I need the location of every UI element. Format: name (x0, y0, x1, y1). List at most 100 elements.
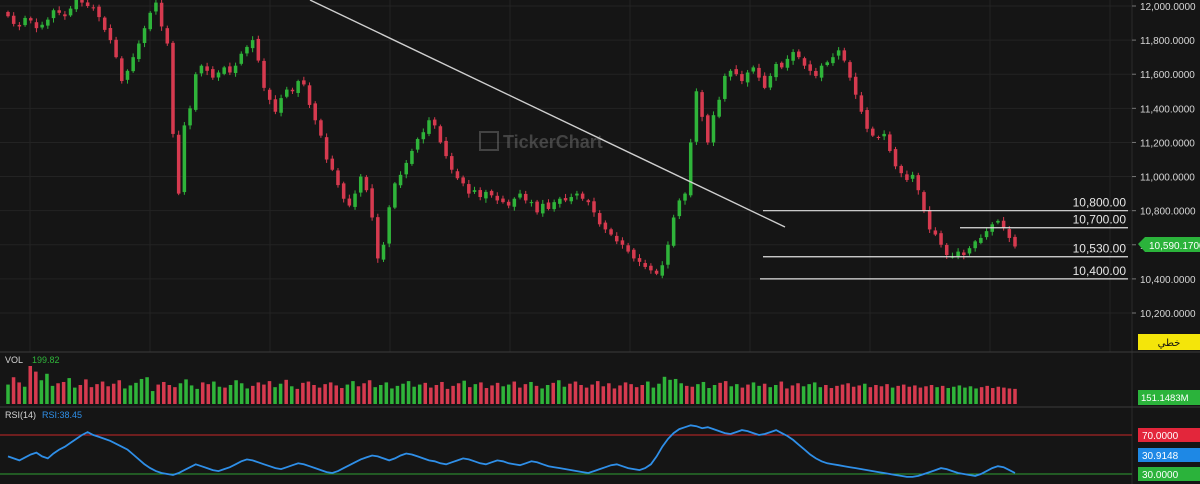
candle-body (6, 11, 10, 17)
volume-bar (863, 383, 867, 404)
candle-body (11, 15, 16, 24)
candle-body (762, 75, 767, 88)
candle-body (142, 28, 147, 44)
rsi-upper-badge: 70.0000 (1138, 428, 1200, 442)
volume-bar (100, 381, 105, 404)
candle-body (432, 119, 437, 126)
candle-body (285, 89, 289, 97)
volume-bar (45, 373, 49, 404)
rsi-line (7, 424, 1016, 478)
watermark: TickerChart (479, 131, 603, 152)
candle-body (836, 50, 841, 56)
y-tick-label: 12,000.0000 (1140, 2, 1196, 13)
candle-body (302, 80, 306, 85)
candle-body (831, 57, 835, 64)
volume-value: 199.82 (32, 355, 60, 365)
volume-badge-value: 151.1483M (1141, 393, 1189, 404)
volume-label: VOL (5, 355, 23, 365)
candle-body (80, 0, 84, 3)
candle-body (637, 258, 642, 262)
candle-body (484, 191, 488, 199)
candle-body (871, 128, 875, 136)
volume-bar (974, 388, 978, 404)
volume-bar (929, 385, 934, 404)
volume-bar (6, 384, 10, 404)
rsi-lower-badge-bg (1138, 467, 1200, 481)
chart-type-badge[interactable]: خطي (1138, 334, 1200, 350)
volume-bar (440, 381, 444, 404)
candle-body (449, 156, 454, 170)
volume-bar (818, 387, 823, 404)
volume-bar (417, 384, 422, 404)
rsi-current-badge-value: 30.9148 (1142, 451, 1179, 462)
volume-bar (384, 382, 389, 404)
candle-body (706, 115, 710, 143)
volume-bar (952, 386, 956, 404)
candle-body (728, 70, 733, 77)
volume-bar (963, 387, 967, 404)
candle-body (899, 165, 903, 174)
candles (6, 0, 1017, 279)
watermark-text: TickerChart (503, 132, 603, 152)
candle-body (171, 42, 175, 134)
candle-body (205, 66, 209, 71)
volume-bar (134, 382, 138, 404)
candle-body (85, 2, 90, 6)
volume-bar (223, 387, 227, 404)
y-tick-label: 11,600.0000 (1140, 70, 1195, 81)
volume-bar (545, 385, 550, 404)
volume-bar (340, 388, 344, 404)
volume-bar (957, 385, 962, 404)
volume-bar (156, 384, 160, 404)
candle-body (575, 193, 579, 196)
volume-bar (935, 387, 939, 404)
volume-bar (557, 380, 561, 404)
candle-body (785, 58, 790, 68)
candle-body (814, 70, 818, 76)
candle-body (46, 19, 50, 26)
candle-body (57, 10, 61, 13)
candle-body (666, 244, 670, 265)
price-levels[interactable]: 10,800.00 10,700.00 10,530.00 10,400.00 (760, 196, 1128, 280)
candle-body (199, 65, 204, 74)
volume-bar (701, 381, 706, 404)
candle-body (467, 184, 471, 194)
volume-bar (228, 385, 233, 404)
chart-type-label[interactable]: خطي (1158, 338, 1181, 349)
volume-bar (273, 387, 277, 404)
volume-bar (351, 381, 355, 404)
volume-bar (289, 386, 294, 404)
volume-bar (857, 385, 861, 404)
candle-body (984, 231, 989, 238)
volume-bar (56, 383, 60, 404)
candle-body (176, 134, 181, 194)
candle-body (216, 72, 221, 78)
volume-bar (512, 381, 517, 404)
candle-body (563, 198, 568, 201)
volume-bar (323, 384, 327, 404)
volume-bar (495, 382, 500, 404)
candle-body (671, 217, 676, 246)
volume-bar (1013, 388, 1017, 404)
volume-bar (362, 383, 366, 404)
chart-type-badge-bg[interactable] (1138, 334, 1200, 350)
volume-bar (28, 366, 33, 404)
trendline[interactable] (309, 0, 786, 228)
candle-body (973, 241, 977, 249)
candle-body (734, 69, 738, 75)
volume-bar (651, 387, 656, 404)
candle-body (222, 67, 226, 74)
volume-bar (200, 382, 205, 404)
volume-bar (284, 379, 288, 404)
volume-bar (924, 386, 928, 404)
volume-bar (334, 385, 339, 404)
volume-bar (468, 387, 472, 404)
trendline-segment[interactable] (309, 0, 786, 228)
candle-body (358, 176, 363, 193)
volume-bar (534, 385, 539, 404)
volume-bar (429, 387, 433, 404)
candle-body (364, 177, 369, 191)
candle-body (643, 263, 647, 267)
volume-bar (996, 386, 1001, 404)
